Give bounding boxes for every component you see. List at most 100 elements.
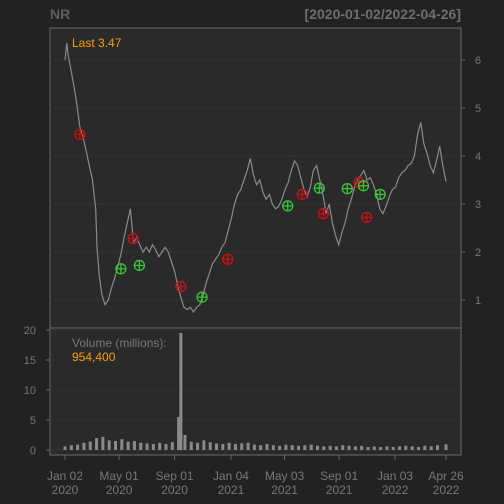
volume-bar [410, 446, 414, 450]
volume-bar [183, 435, 187, 450]
volume-bar [82, 442, 86, 450]
buy-signal-marker [196, 291, 208, 303]
volume-bar [315, 445, 319, 450]
volume-bar [69, 445, 73, 450]
volume-bar [372, 446, 376, 450]
x-tick-year: 2021 [271, 483, 298, 497]
volume-bar [303, 445, 307, 450]
price-tick-label: 2 [475, 247, 481, 259]
x-tick-year: 2020 [161, 483, 188, 497]
volume-bar [423, 445, 427, 450]
volume-tick-label: 15 [24, 355, 36, 367]
volume-bar [429, 446, 433, 450]
volume-bar [309, 444, 313, 450]
buy-signal-marker [282, 200, 294, 212]
volume-bar [444, 444, 448, 450]
volume-bar [360, 445, 364, 450]
volume-bar [341, 445, 345, 450]
volume-bar [196, 442, 200, 450]
volume-bar [170, 442, 174, 450]
volume-bar [322, 446, 326, 450]
volume-bar [259, 445, 263, 450]
volume-bar [252, 444, 256, 450]
x-tick-label: Apr 26 [428, 469, 464, 483]
volume-label: Volume (millions): [72, 336, 167, 350]
buy-signal-marker [341, 182, 353, 195]
volume-bar [278, 445, 282, 450]
x-tick-label: Sep 01 [320, 469, 358, 483]
volume-bar [221, 444, 225, 450]
volume-panel [49, 327, 462, 456]
price-tick-label: 3 [475, 199, 481, 211]
volume-bar [202, 440, 206, 450]
x-tick-label: Jan 04 [213, 469, 249, 483]
sell-signal-marker [74, 128, 86, 141]
buy-signal-marker [313, 182, 325, 194]
volume-bar [271, 445, 275, 450]
volume-bar [107, 440, 111, 450]
volume-tick-label: 5 [30, 415, 36, 427]
volume-bar [179, 333, 183, 450]
buy-signal-marker [133, 259, 146, 272]
volume-bar [145, 443, 149, 450]
volume-bar [88, 441, 92, 450]
x-tick-label: Jan 02 [47, 469, 83, 483]
volume-bar [76, 444, 80, 450]
volume-bar [120, 439, 124, 450]
sell-signal-marker [222, 253, 234, 265]
buy-signal-marker [357, 180, 370, 192]
volume-bar [334, 446, 338, 450]
buy-signal-marker [374, 188, 386, 201]
volume-bar [189, 441, 193, 450]
price-panel [49, 27, 462, 329]
volume-bar [113, 441, 117, 450]
volume-bar [233, 444, 237, 450]
volume-bar [328, 445, 332, 450]
sell-signal-marker [296, 188, 308, 201]
volume-bar [246, 442, 250, 450]
volume-bar [227, 442, 231, 450]
volume-bar [139, 442, 143, 450]
sell-signal-marker [127, 232, 139, 245]
volume-bar [284, 444, 288, 450]
price-tick-label: 1 [475, 295, 481, 307]
chart-symbol: NR [50, 6, 71, 22]
volume-bar [177, 417, 181, 450]
volume-bar [404, 445, 408, 450]
x-tick-label: Sep 01 [156, 469, 194, 483]
price-tick-label: 5 [475, 103, 481, 115]
x-tick-year: 2021 [218, 483, 245, 497]
volume-bar [208, 442, 212, 450]
volume-bar [379, 447, 383, 450]
price-series-line [64, 43, 447, 314]
sell-signal-marker [175, 280, 187, 293]
volume-bar [353, 446, 357, 450]
x-tick-label: May 01 [99, 469, 139, 483]
volume-bar [164, 444, 168, 450]
volume-bar [385, 446, 389, 450]
x-tick-label: Jan 03 [377, 469, 413, 483]
volume-bar [347, 445, 351, 450]
price-tick-label: 6 [475, 55, 481, 67]
sell-signal-marker [317, 207, 330, 220]
volume-bar [366, 447, 370, 450]
volume-bar [398, 446, 402, 450]
volume-tick-label: 0 [30, 445, 36, 457]
volume-bar [435, 445, 439, 450]
volume-tick-label: 20 [24, 325, 36, 337]
x-tick-year: 2020 [106, 483, 133, 497]
volume-bar [416, 447, 420, 450]
x-tick-year: 2022 [382, 483, 409, 497]
x-tick-year: 2022 [433, 483, 460, 497]
volume-bar [126, 441, 130, 450]
volume-bar [151, 444, 155, 450]
volume-bar [391, 447, 395, 450]
volume-bar [158, 442, 162, 450]
volume-bar [214, 443, 218, 450]
last-price-label: Last 3.47 [72, 36, 122, 50]
buy-signal-marker [115, 263, 127, 275]
volume-bar [101, 436, 105, 450]
x-tick-label: May 03 [265, 469, 305, 483]
volume-bar [63, 446, 67, 450]
